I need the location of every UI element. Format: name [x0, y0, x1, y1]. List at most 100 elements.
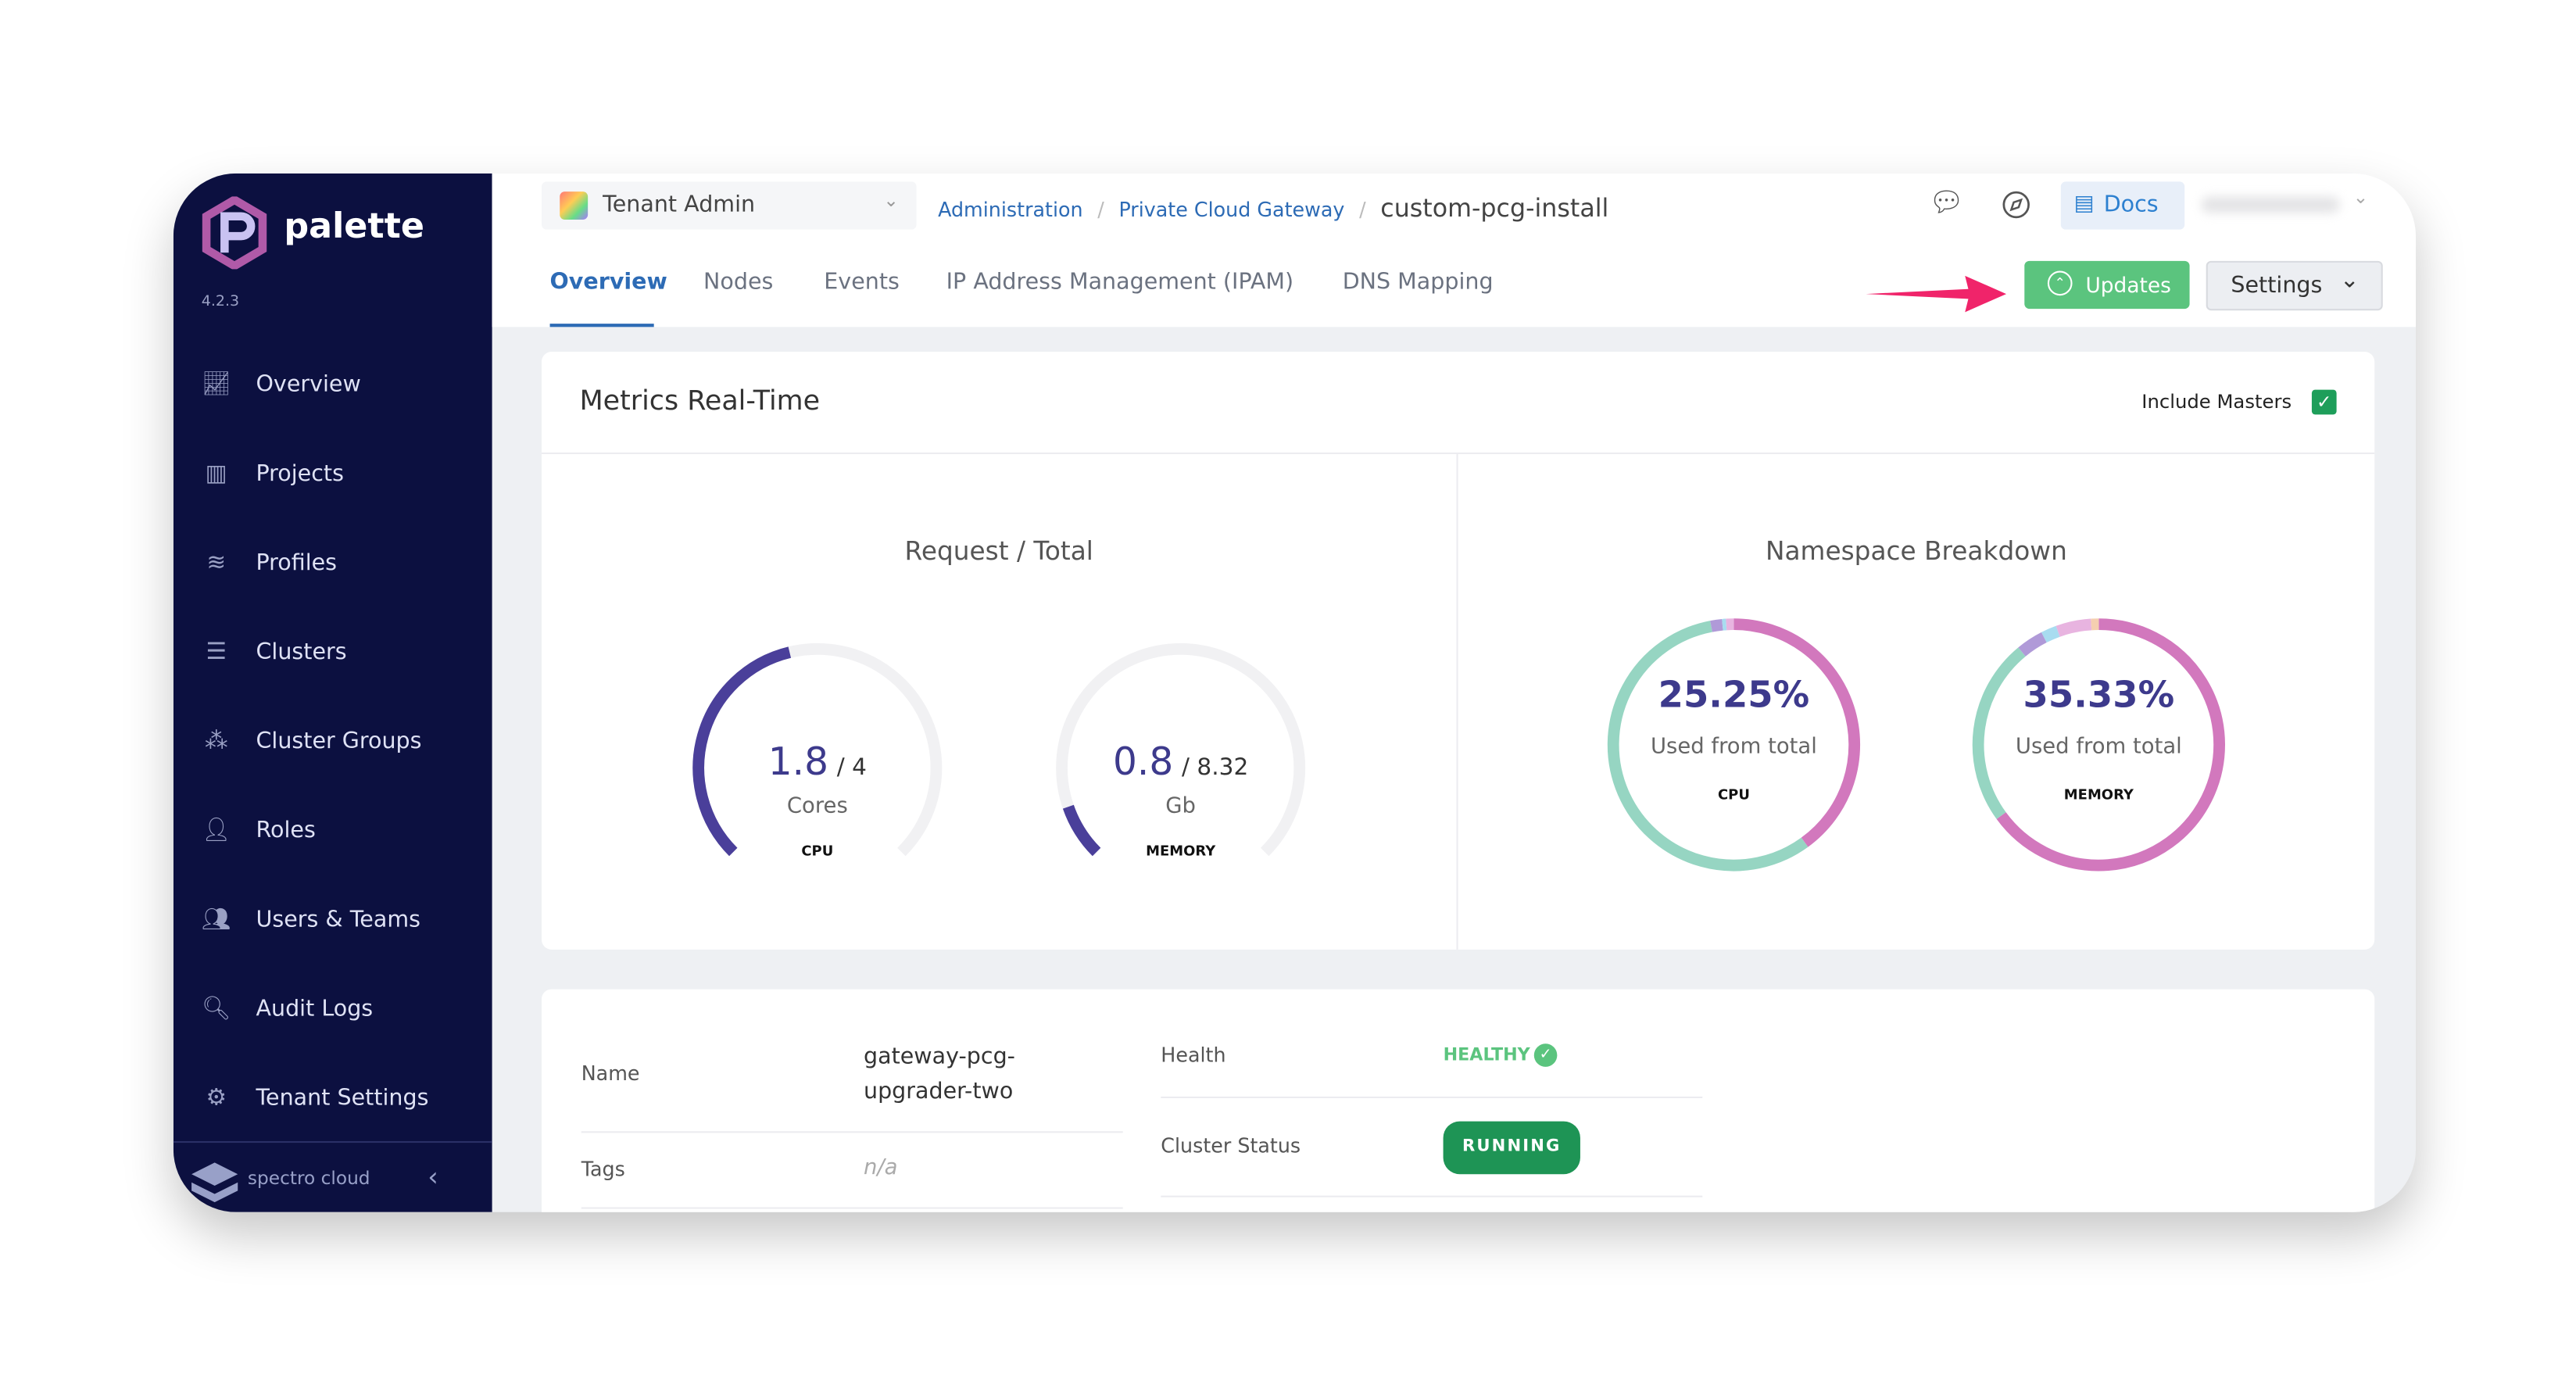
- database-icon: ≋: [206, 549, 227, 577]
- sidebar-item-users-teams[interactable]: 👥︎ Users & Teams: [174, 887, 492, 954]
- sidebar-item-label: Clusters: [256, 639, 347, 666]
- donut-segment: [2041, 625, 2060, 643]
- sidebar-item-roles[interactable]: 👤︎ Roles: [174, 797, 492, 864]
- health-value: HEALTHY: [1443, 1045, 1530, 1065]
- tags-label: Tags: [581, 1158, 625, 1181]
- gauge-total: / 8.32: [1182, 754, 1249, 782]
- sidebar: palette 4.2.3 📈︎ Overview ▥ Projects ≋ Profil…: [173, 173, 492, 1212]
- donut-percent: 25.25%: [1658, 675, 1810, 717]
- namespace-breakdown-title: Namespace Breakdown: [1765, 536, 2067, 567]
- tags-value: n/a: [863, 1155, 898, 1181]
- sidebar-item-audit-logs[interactable]: 🔍︎ Audit Logs: [174, 976, 492, 1043]
- name-label: Name: [581, 1061, 640, 1086]
- gauge-label: CPU: [801, 843, 834, 861]
- donut-subtitle: Used from total: [2015, 735, 2182, 760]
- tab-ip-address-management-ipam[interactable]: IP Address Management (IPAM): [946, 269, 1294, 296]
- collapse-sidebar-chevron-icon[interactable]: ‹: [428, 1161, 438, 1193]
- annotation-arrow-icon: [1866, 275, 2007, 313]
- scope-selector[interactable]: Tenant Admin ⌄: [541, 181, 917, 230]
- sidebar-item-profiles[interactable]: ≋ Profiles: [174, 530, 492, 596]
- donut-segment: [2055, 618, 2092, 637]
- app-window: palette 4.2.3 📈︎ Overview ▥ Projects ≋ Profil…: [173, 173, 2417, 1212]
- name-value: gateway-pcg-upgrader-two: [863, 1043, 1015, 1105]
- sidebar-item-projects[interactable]: ▥ Projects: [174, 441, 492, 507]
- top-bar: Tenant Admin ⌄ Administration / Private …: [492, 173, 2417, 327]
- donut-segment: [1607, 621, 1809, 872]
- book-icon: ▤: [2073, 191, 2095, 217]
- chart-icon: 📈︎: [201, 371, 231, 399]
- settings-dropdown[interactable]: Settings ⌄: [2206, 260, 2383, 311]
- palette-logo-icon: [202, 196, 267, 270]
- donut-segment: [1710, 618, 1723, 632]
- sidebar-item-clusters[interactable]: ☰ Clusters: [174, 619, 492, 685]
- chat-icon[interactable]: 💬︎: [1928, 186, 1965, 220]
- check-circle-icon: ✓: [1533, 1043, 1558, 1067]
- gauge-track: [1056, 642, 1306, 857]
- tab-overview[interactable]: Overview: [549, 269, 667, 296]
- sidebar-item-label: Audit Logs: [256, 996, 374, 1022]
- bar-chart-icon: ▥: [205, 460, 227, 488]
- user-menu[interactable]: [2201, 196, 2340, 213]
- breadcrumb-separator: /: [1359, 198, 1366, 222]
- gauge-value: 0.8: [1112, 741, 1174, 785]
- sidebar-item-label: Users & Teams: [256, 906, 421, 933]
- users-icon: 👥︎: [201, 906, 231, 933]
- upgrade-icon: ⌃: [2047, 270, 2073, 296]
- divider: [173, 1140, 492, 1144]
- health-label: Health: [1161, 1043, 1226, 1067]
- chevron-down-icon: ⌄: [2352, 186, 2369, 209]
- gauge-unit: Cores: [786, 794, 848, 819]
- donut-label: CPU: [1717, 787, 1750, 804]
- donut-percent: 35.33%: [2023, 675, 2175, 717]
- breadcrumb-private-cloud-gateway[interactable]: Private Cloud Gateway: [1118, 198, 1345, 222]
- tab-dns-mapping[interactable]: DNS Mapping: [1342, 269, 1494, 296]
- donut-segment: [2018, 632, 2047, 657]
- donut-subtitle: Used from total: [1650, 735, 1817, 760]
- gauge-cpu: 1.8 / 4 Cores CPU: [669, 616, 966, 897]
- spectro-cloud-logo-icon: [191, 1162, 238, 1203]
- include-masters-label: Include Masters: [2141, 389, 2292, 413]
- chevron-down-icon: ⌄: [2339, 267, 2360, 295]
- app-name: palette: [284, 206, 424, 246]
- sidebar-item-cluster-groups[interactable]: ⁂ Cluster Groups: [174, 708, 492, 775]
- request-total-title: Request / Total: [904, 536, 1093, 567]
- gauge-value: 1.8: [767, 741, 828, 785]
- compass-icon[interactable]: [2002, 190, 2031, 220]
- docs-button[interactable]: ▤ Docs: [2060, 181, 2185, 230]
- gear-icon: ⚙: [206, 1085, 227, 1111]
- tab-nodes[interactable]: Nodes: [703, 269, 774, 296]
- breadcrumb-separator: /: [1097, 198, 1104, 222]
- gauge-memory: 0.8 / 8.32 Gb MEMORY: [1032, 616, 1329, 897]
- sidebar-item-label: Overview: [256, 371, 361, 399]
- sidebar-item-tenant-settings[interactable]: ⚙ Tenant Settings: [174, 1065, 492, 1132]
- settings-label: Settings: [2231, 272, 2323, 299]
- sidebar-item-label: Roles: [256, 817, 316, 844]
- metrics-card: Metrics Real-Time Include Masters ✓ Requ…: [541, 352, 2375, 950]
- donut-segment: [1972, 647, 2026, 819]
- sidebar-item-label: Profiles: [256, 549, 338, 577]
- app-version: 4.2.3: [201, 294, 240, 311]
- donut-segment: [1733, 618, 1861, 847]
- gauge-unit: Gb: [1165, 794, 1196, 819]
- updates-button[interactable]: ⌃ Updates: [2024, 260, 2190, 310]
- docs-label: Docs: [2103, 191, 2159, 218]
- page-title: custom-pcg-install: [1380, 193, 1609, 224]
- metrics-title: Metrics Real-Time: [579, 385, 821, 417]
- gauge-label: MEMORY: [1146, 843, 1216, 861]
- footer-brand: spectro cloud: [247, 1167, 370, 1190]
- chevron-down-icon: ⌄: [883, 189, 899, 212]
- tenant-icon: [560, 191, 589, 220]
- include-masters-checkbox[interactable]: ✓: [2311, 389, 2337, 415]
- list-icon: ☰: [206, 639, 227, 666]
- donut-label: MEMORY: [2063, 787, 2134, 804]
- donut-cpu: 25.25% Used from total CPU: [1601, 613, 1866, 877]
- donut-memory: 35.33% Used from total MEMORY: [1966, 613, 2231, 877]
- user-lock-icon: 👤︎: [201, 817, 231, 844]
- search-doc-icon: 🔍︎: [201, 996, 231, 1022]
- sidebar-item-label: Tenant Settings: [256, 1085, 429, 1111]
- cluster-status-label: Cluster Status: [1161, 1134, 1301, 1158]
- breadcrumb-administration[interactable]: Administration: [938, 198, 1083, 222]
- gauge-fill: [1062, 804, 1101, 857]
- tab-events[interactable]: Events: [824, 269, 900, 296]
- sidebar-item-overview[interactable]: 📈︎ Overview: [174, 352, 492, 418]
